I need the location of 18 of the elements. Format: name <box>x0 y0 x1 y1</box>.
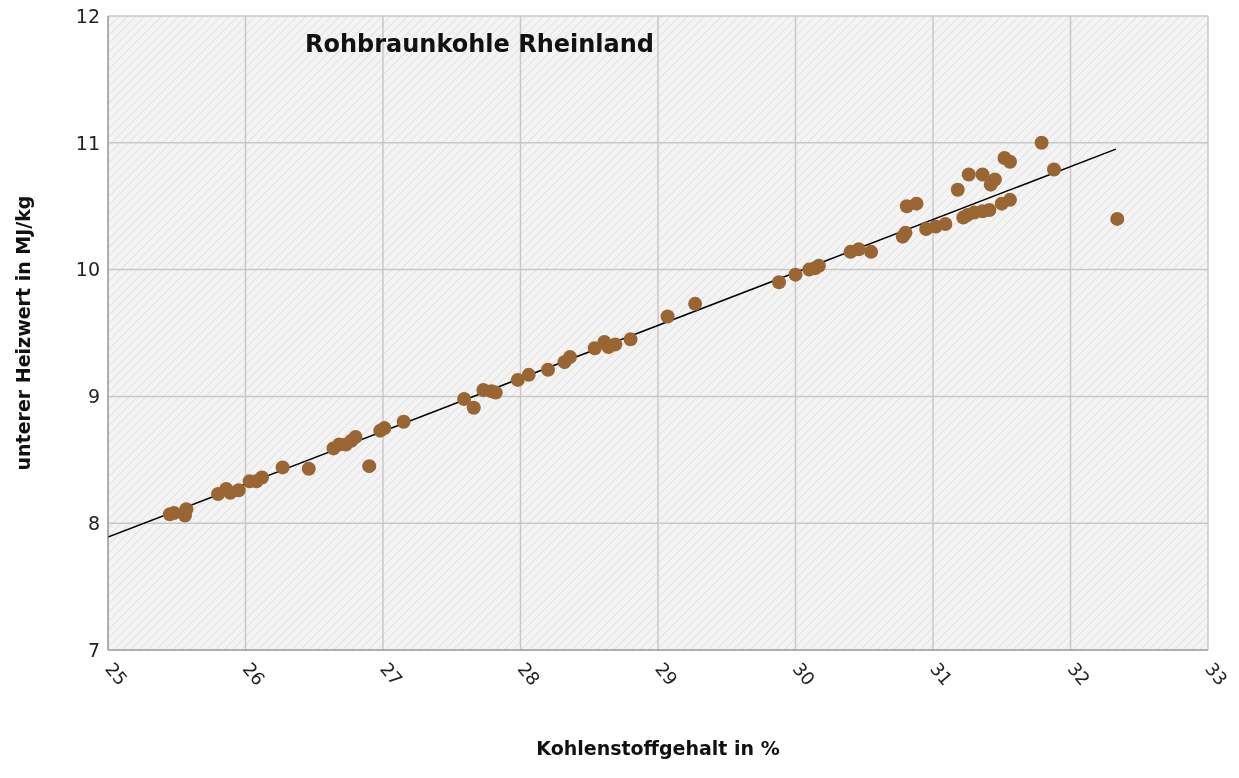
text: Rohbraunkohle Rheinland <box>305 30 655 58</box>
x-tick-label: 31 <box>926 658 957 690</box>
x-tick-label: 28 <box>513 658 545 690</box>
x-tick-label: 33 <box>1201 658 1232 690</box>
y-tick-label: 9 <box>87 385 100 408</box>
y-tick-label: 10 <box>75 258 100 281</box>
y-tick-label: 11 <box>75 131 100 154</box>
x-tick-label: 29 <box>651 658 682 690</box>
y-axis-title: unterer Heizwert in MJ/kg <box>11 195 34 471</box>
x-axis-title: Kohlenstoffgehalt in % <box>536 737 780 759</box>
x-tick-label: 32 <box>1063 658 1095 690</box>
x-tick-label: 30 <box>788 658 820 690</box>
x-tick-label: 25 <box>101 658 132 690</box>
y-tick-label: 7 <box>87 638 100 661</box>
x-tick-label: 26 <box>238 658 270 690</box>
y-tick-label: 12 <box>75 4 100 27</box>
y-tick-label: 8 <box>87 511 100 534</box>
x-tick-label: 27 <box>376 658 407 690</box>
